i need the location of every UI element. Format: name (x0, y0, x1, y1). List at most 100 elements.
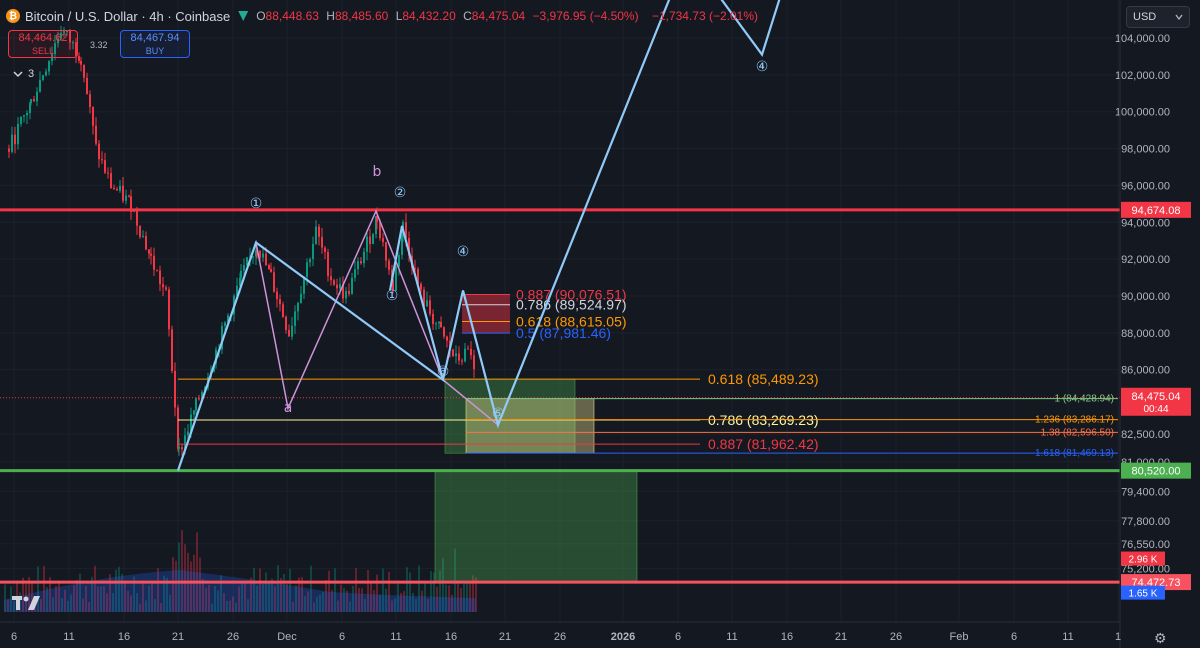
candle-body (243, 265, 245, 271)
ohlc-open: 88,448.63 (265, 9, 319, 23)
candle-body (26, 113, 28, 116)
volume-bar (172, 557, 174, 612)
target-zone (444, 378, 576, 454)
candle-body (372, 234, 374, 245)
extension-label: 1 (84,428.94) (1055, 394, 1115, 405)
candle-body (142, 235, 144, 237)
candle-body (153, 255, 155, 270)
candle-body (327, 251, 329, 277)
volume-bar (343, 587, 345, 612)
volume-badge (1121, 585, 1165, 600)
candle-body (83, 64, 85, 78)
volume-bar (61, 597, 63, 612)
volume-bar (304, 595, 306, 612)
price-badge-text: 80,520.00 (1132, 466, 1181, 478)
candle-body (201, 392, 203, 400)
price-axis[interactable]: 104,000.00 102,000.00 100,000.00 98,000.00 9… (1115, 0, 1191, 648)
volume-bar (397, 580, 399, 612)
volume-bar (442, 558, 444, 612)
volume-badge-text: 2.96 K (1129, 555, 1158, 566)
candle-body (294, 311, 296, 326)
volume-bar (229, 600, 231, 612)
wave-label: ③ (437, 364, 450, 380)
ohlc-low-key: L (395, 9, 403, 23)
sell-button[interactable]: 84,464.62 SELL (8, 30, 78, 58)
candle-body (458, 353, 460, 361)
wave-lines[interactable] (176, 0, 781, 472)
volume-bar (64, 589, 66, 612)
volume-bar (58, 582, 60, 612)
volume-bar (280, 577, 282, 612)
volume-bar (214, 585, 216, 612)
volume-bar (358, 587, 360, 612)
volume-bar (37, 566, 39, 612)
volume-bar (10, 586, 12, 612)
ohlc-change: −3,976.95 (−4.50%) (532, 9, 639, 23)
volume-bar (199, 557, 201, 612)
volume-badge (1121, 551, 1165, 566)
volume-bar (256, 585, 258, 612)
price-axis-label: 98,000.00 (1121, 144, 1170, 156)
volume-bar (160, 603, 162, 612)
candle-body (221, 326, 223, 350)
volume-bar (109, 574, 111, 612)
candle-body (369, 236, 371, 245)
candle-body (259, 251, 261, 258)
candle-body (181, 447, 183, 450)
volume-bar (94, 565, 96, 612)
volume-bar (175, 560, 177, 612)
time-axis-label: 11 (1062, 631, 1073, 643)
candle-body (303, 277, 305, 294)
grid (0, 0, 1120, 622)
symbol-title[interactable]: Bitcoin / U.S. Dollar · 4h · Coinbase (25, 8, 231, 24)
volume-bar (7, 599, 9, 612)
candle-body (128, 195, 130, 197)
volume-bar (67, 600, 69, 612)
candle-body (72, 42, 74, 44)
lower-zone (434, 470, 638, 583)
time-axis-label: 6 (339, 631, 345, 643)
countdown-text: 00:44 (1143, 404, 1168, 415)
gear-icon[interactable]: ⚙ (1154, 630, 1167, 646)
candle-body (54, 43, 56, 55)
symbol-header: ₿ Bitcoin / U.S. Dollar · 4h · Coinbase … (6, 6, 762, 26)
candle-body (268, 265, 270, 269)
price-axis-label: 79,400.00 (1121, 486, 1170, 498)
time-axis[interactable]: 6 11 16 21 26 Dec 6 11 16 21 26 2026 6 11 16 21 26 Feb 6 11… (0, 621, 1121, 643)
currency-select[interactable]: USD (1126, 6, 1190, 28)
volume-bar (208, 584, 210, 612)
candle-body (262, 253, 264, 258)
volume-bar (157, 568, 159, 612)
current-price-text: 84,475.04 (1132, 391, 1181, 403)
sell-label: SELL (31, 46, 55, 56)
candle-body (357, 261, 359, 270)
candle-body (309, 259, 311, 263)
candle-body (39, 79, 41, 92)
candle-body (86, 77, 88, 95)
volume-bar (115, 569, 117, 612)
volume-bar (472, 575, 474, 612)
wave-label: ④ (457, 244, 470, 260)
candle-body (330, 276, 332, 281)
candle-body (150, 253, 152, 256)
volume-bar (310, 565, 312, 612)
volume-bar (121, 574, 123, 612)
candle-body (116, 189, 118, 191)
indicators-toggle[interactable]: 3 (12, 68, 34, 80)
time-axis-label: 16 (781, 631, 793, 643)
volume-bar (145, 600, 147, 612)
candle-body (193, 410, 195, 415)
candle-body (376, 216, 378, 223)
volume-bar (136, 593, 138, 612)
buy-button[interactable]: 84,467.94 BUY (120, 30, 190, 58)
candle-body (291, 325, 293, 337)
volume-bar (163, 575, 165, 612)
volume-bar (259, 568, 261, 612)
candle-body (23, 115, 25, 117)
volume-bar (169, 594, 171, 612)
candle-body (392, 279, 394, 291)
candle-body (190, 414, 192, 432)
candle-body (240, 270, 242, 278)
time-axis-label: 6 (675, 631, 681, 643)
